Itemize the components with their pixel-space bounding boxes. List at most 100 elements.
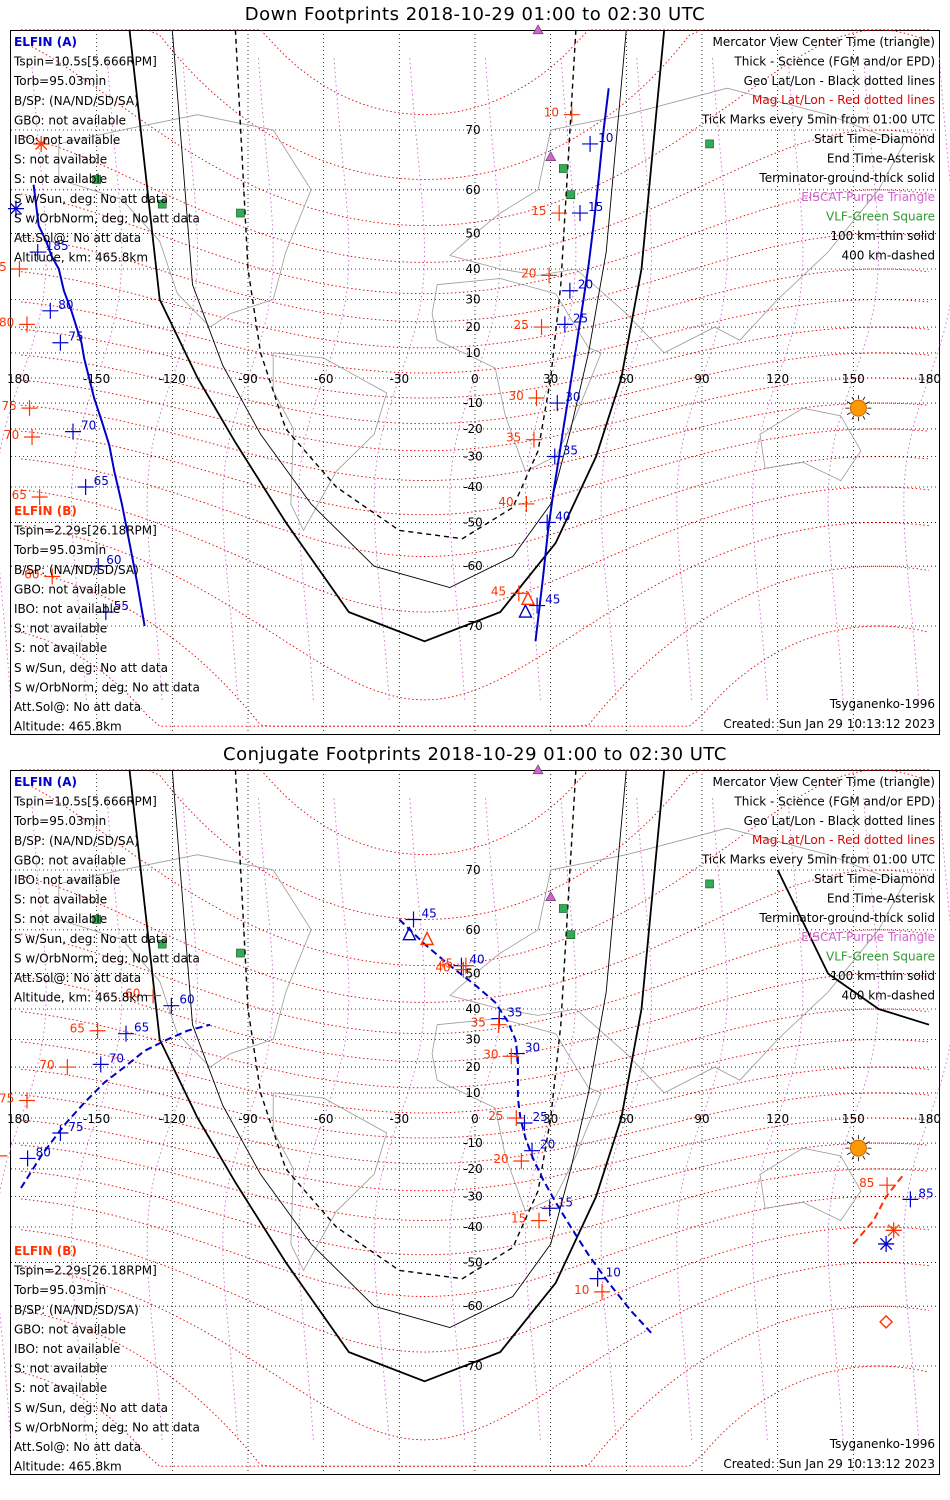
sun-ray [865,1152,870,1155]
center-time-triangle [402,926,417,941]
elfin-a-track [20,1023,211,1189]
lon-tick-label: 90 [694,372,709,386]
elfin-b-tspin: Tspin=2.29s[26.18RPM] [13,524,157,538]
elfin-a-time-label: 80 [58,298,73,312]
mag-lon-line [827,56,879,700]
coastline [431,1018,602,1212]
elfin-a-time-label: 60 [106,553,121,567]
down-footprints-panel: Down Footprints 2018-10-29 01:00 to 02:3… [0,0,950,740]
vlf-marker [558,904,568,913]
center-time-triangle [518,603,533,618]
conjugate-footprints-panel: Conjugate Footprints 2018-10-29 01:00 to… [0,740,950,1480]
elfin-b-time-label: 15 [511,1212,526,1226]
elfin-b-time-label: 75 [2,399,17,413]
lat-tick-label: -60 [463,559,483,573]
lon-tick-label: 0 [471,372,479,386]
elfin-b-attsol: Att.Sol@: No att data [14,1440,141,1454]
lat-tick-label: 50 [465,227,480,241]
legend-line6: Start Time-Diamond [814,132,935,146]
elfin-a-torb: Torb=95.03min [13,814,106,828]
lat-tick-label: 20 [465,1060,480,1074]
mag-lon-line [449,796,501,1440]
elfin-b-ibo: IBO: not available [14,1342,120,1356]
mag-lon-line [71,56,123,700]
lat-tick-label: -50 [463,1255,483,1269]
elfin-a-time-label: 20 [540,1138,555,1152]
lat-tick-label: 70 [465,123,480,137]
elfin-a-track [534,88,610,642]
center-time-triangle [419,930,435,946]
legend-line5: Tick Marks every 5min from 01:00 UTC [701,113,935,127]
lon-tick-label: 150 [842,372,865,386]
mag-lon-line [676,56,728,700]
elfin-a-attsol: Att.Sol@: No att data [14,231,141,245]
elfin-a-sworb: S w/OrbNorm, deg: No att data [14,211,200,225]
vlf-marker [236,948,245,958]
elfin-b-altitude: Altitude: 465.8km [14,720,122,734]
elfin-b-time-label: 65 [12,488,27,502]
lat-tick-label: 40 [465,262,480,276]
mag-lon-line [676,796,728,1440]
elfin-b-time-label: 10 [574,1283,589,1297]
sun-ray [865,401,870,404]
legend-line3: Geo Lat/Lon - Black dotted lines [744,74,935,88]
mag-lon-line [298,796,350,1440]
sun-ray [846,1152,851,1155]
terminator-line [776,869,930,1026]
lat-tick-label: -40 [463,1220,483,1234]
mag-lat-line [20,1261,930,1441]
mag-lat-line [20,129,930,263]
elfin-a-time-label: 75 [68,330,83,344]
sun-ray [862,415,866,420]
elfin-a-time-label: 85 [918,1186,933,1200]
lat-tick-label: -30 [463,449,483,463]
lat-tick-label: -40 [463,480,483,494]
elfin-b-title: ELFIN (B) [14,1244,77,1258]
coastline [58,854,312,1068]
elfin-b-time-label: 75 [0,1091,14,1105]
lon-tick-label: 0 [471,1112,479,1126]
legend-line9: EISCAT-Purple Triangle [801,930,935,944]
elfin-b-time-label: 10 [544,106,559,120]
elfin-b-time-label: 80 [0,315,14,329]
legend-line1: Mercator View Center Time (triangle) [713,775,935,789]
elfin-b-time-label: 30 [483,1047,498,1061]
lon-tick-label: 180 [918,1112,941,1126]
mag-lon-line [752,56,804,700]
mag-lon-line [298,56,350,700]
legend-line2: Thick - Science (FGM and/or EPD) [733,794,935,808]
legend-line1: Mercator View Center Time (triangle) [713,35,935,49]
panel-title: Conjugate Footprints 2018-10-29 01:00 to… [223,744,727,765]
vlf-marker [566,190,576,200]
elfin-a-s1: S: not available [14,153,107,167]
created-label: Created: Sun Jan 29 10:13:12 2023 [723,717,935,731]
elfin-a-time-label: 65 [94,474,109,488]
elfin-a-tspin: Tspin=10.5s[5.666RPM] [13,55,157,69]
elfin-b-time-label: 60 [125,987,140,1001]
mag-lon-line [222,796,274,1440]
mag-lon-line [600,796,652,1440]
mag-lat-line [20,428,930,516]
end-time-asterisk [35,137,48,151]
mag-lon-line [146,796,198,1440]
lat-tick-label: -70 [463,619,483,633]
lat-tick-label: 40 [465,1002,480,1016]
lon-tick-label: -30 [390,372,410,386]
elfin-b-time-label: 35 [506,431,521,445]
elfin-b-time-label: 45 [438,957,453,971]
elfin-a-altitude: Altitude, km: 465.8km [14,991,148,1005]
elfin-a-time-label: 25 [532,1110,547,1124]
sun-ray [846,1141,851,1144]
model-label: Tsyganenko-1996 [829,697,935,711]
elfin-a-track [32,184,146,627]
elfin-a-title: ELFIN (A) [14,35,77,49]
lon-tick-label: 30 [543,372,558,386]
legend-line10: VLF-Green Square [826,210,935,224]
mag-lat-line [20,1117,930,1192]
vlf-marker [705,139,714,149]
elfin-b-time-label: 25 [488,1109,503,1123]
eiscat-marker [532,24,544,35]
coastline [449,827,905,1094]
lon-tick-label: 180 [918,372,941,386]
elfin-a-time-label: 15 [558,1195,573,1209]
